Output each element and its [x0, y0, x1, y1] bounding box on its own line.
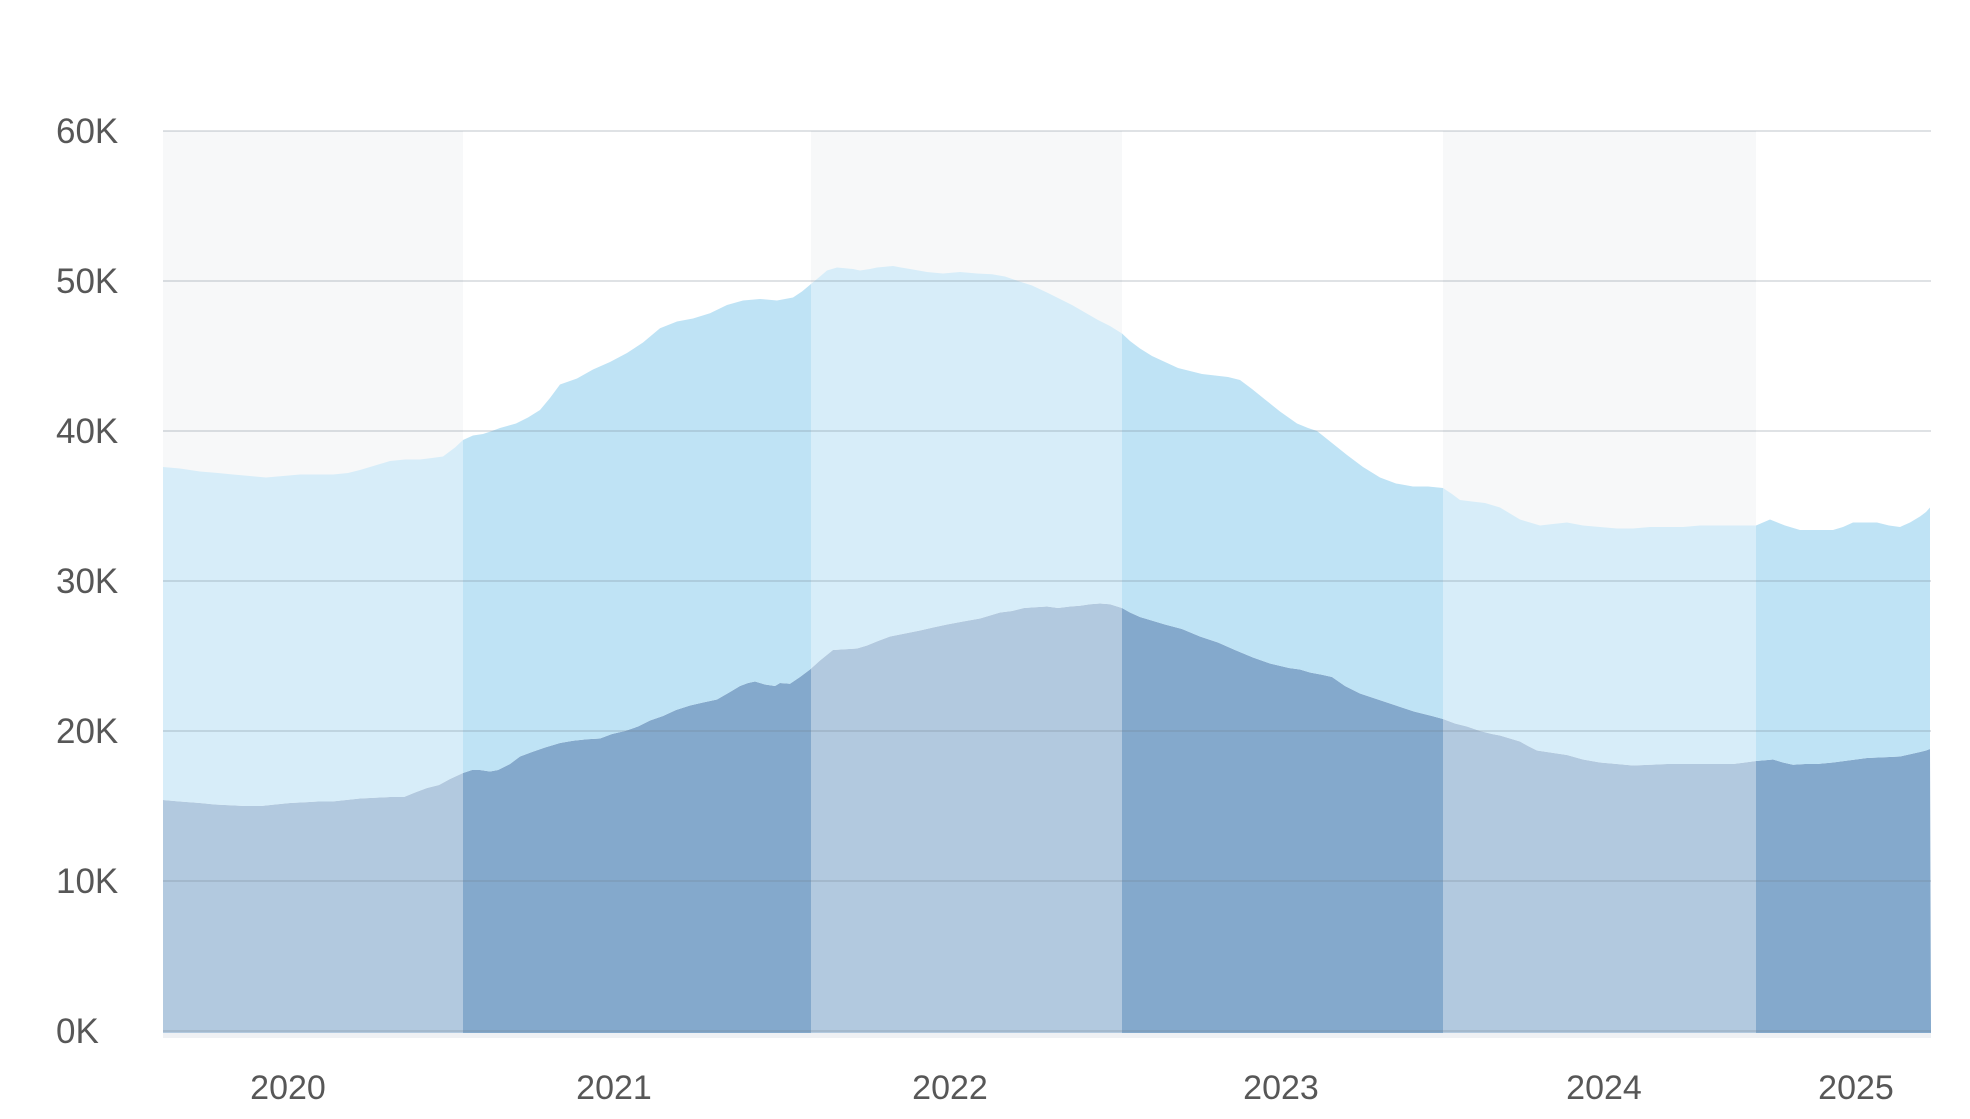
y-tick-label-20K: 20K: [56, 712, 118, 751]
y-tick-label-30K: 30K: [56, 562, 118, 601]
y-tick-label-60K: 60K: [56, 112, 118, 151]
baseline-shadow: [163, 1033, 1931, 1038]
x-tick-label-2024: 2024: [1566, 1069, 1642, 1107]
area-series-top: [163, 266, 1930, 806]
x-tick-label-2025: 2025: [1818, 1069, 1894, 1107]
x-tick-label-2022: 2022: [912, 1069, 988, 1107]
y-tick-label-0K: 0K: [56, 1012, 99, 1051]
x-tick-label-2020: 2020: [250, 1069, 326, 1107]
year-band-overlay: [811, 131, 1122, 1033]
x-tick-label-2021: 2021: [576, 1069, 652, 1107]
area-series-bottom: [163, 603, 1931, 1033]
y-tick-label-50K: 50K: [56, 262, 118, 301]
year-band-overlay: [163, 131, 463, 1033]
x-tick-label-2023: 2023: [1243, 1069, 1319, 1107]
y-tick-label-10K: 10K: [56, 862, 118, 901]
year-band-overlay: [1443, 131, 1756, 1033]
y-tick-label-40K: 40K: [56, 412, 118, 451]
